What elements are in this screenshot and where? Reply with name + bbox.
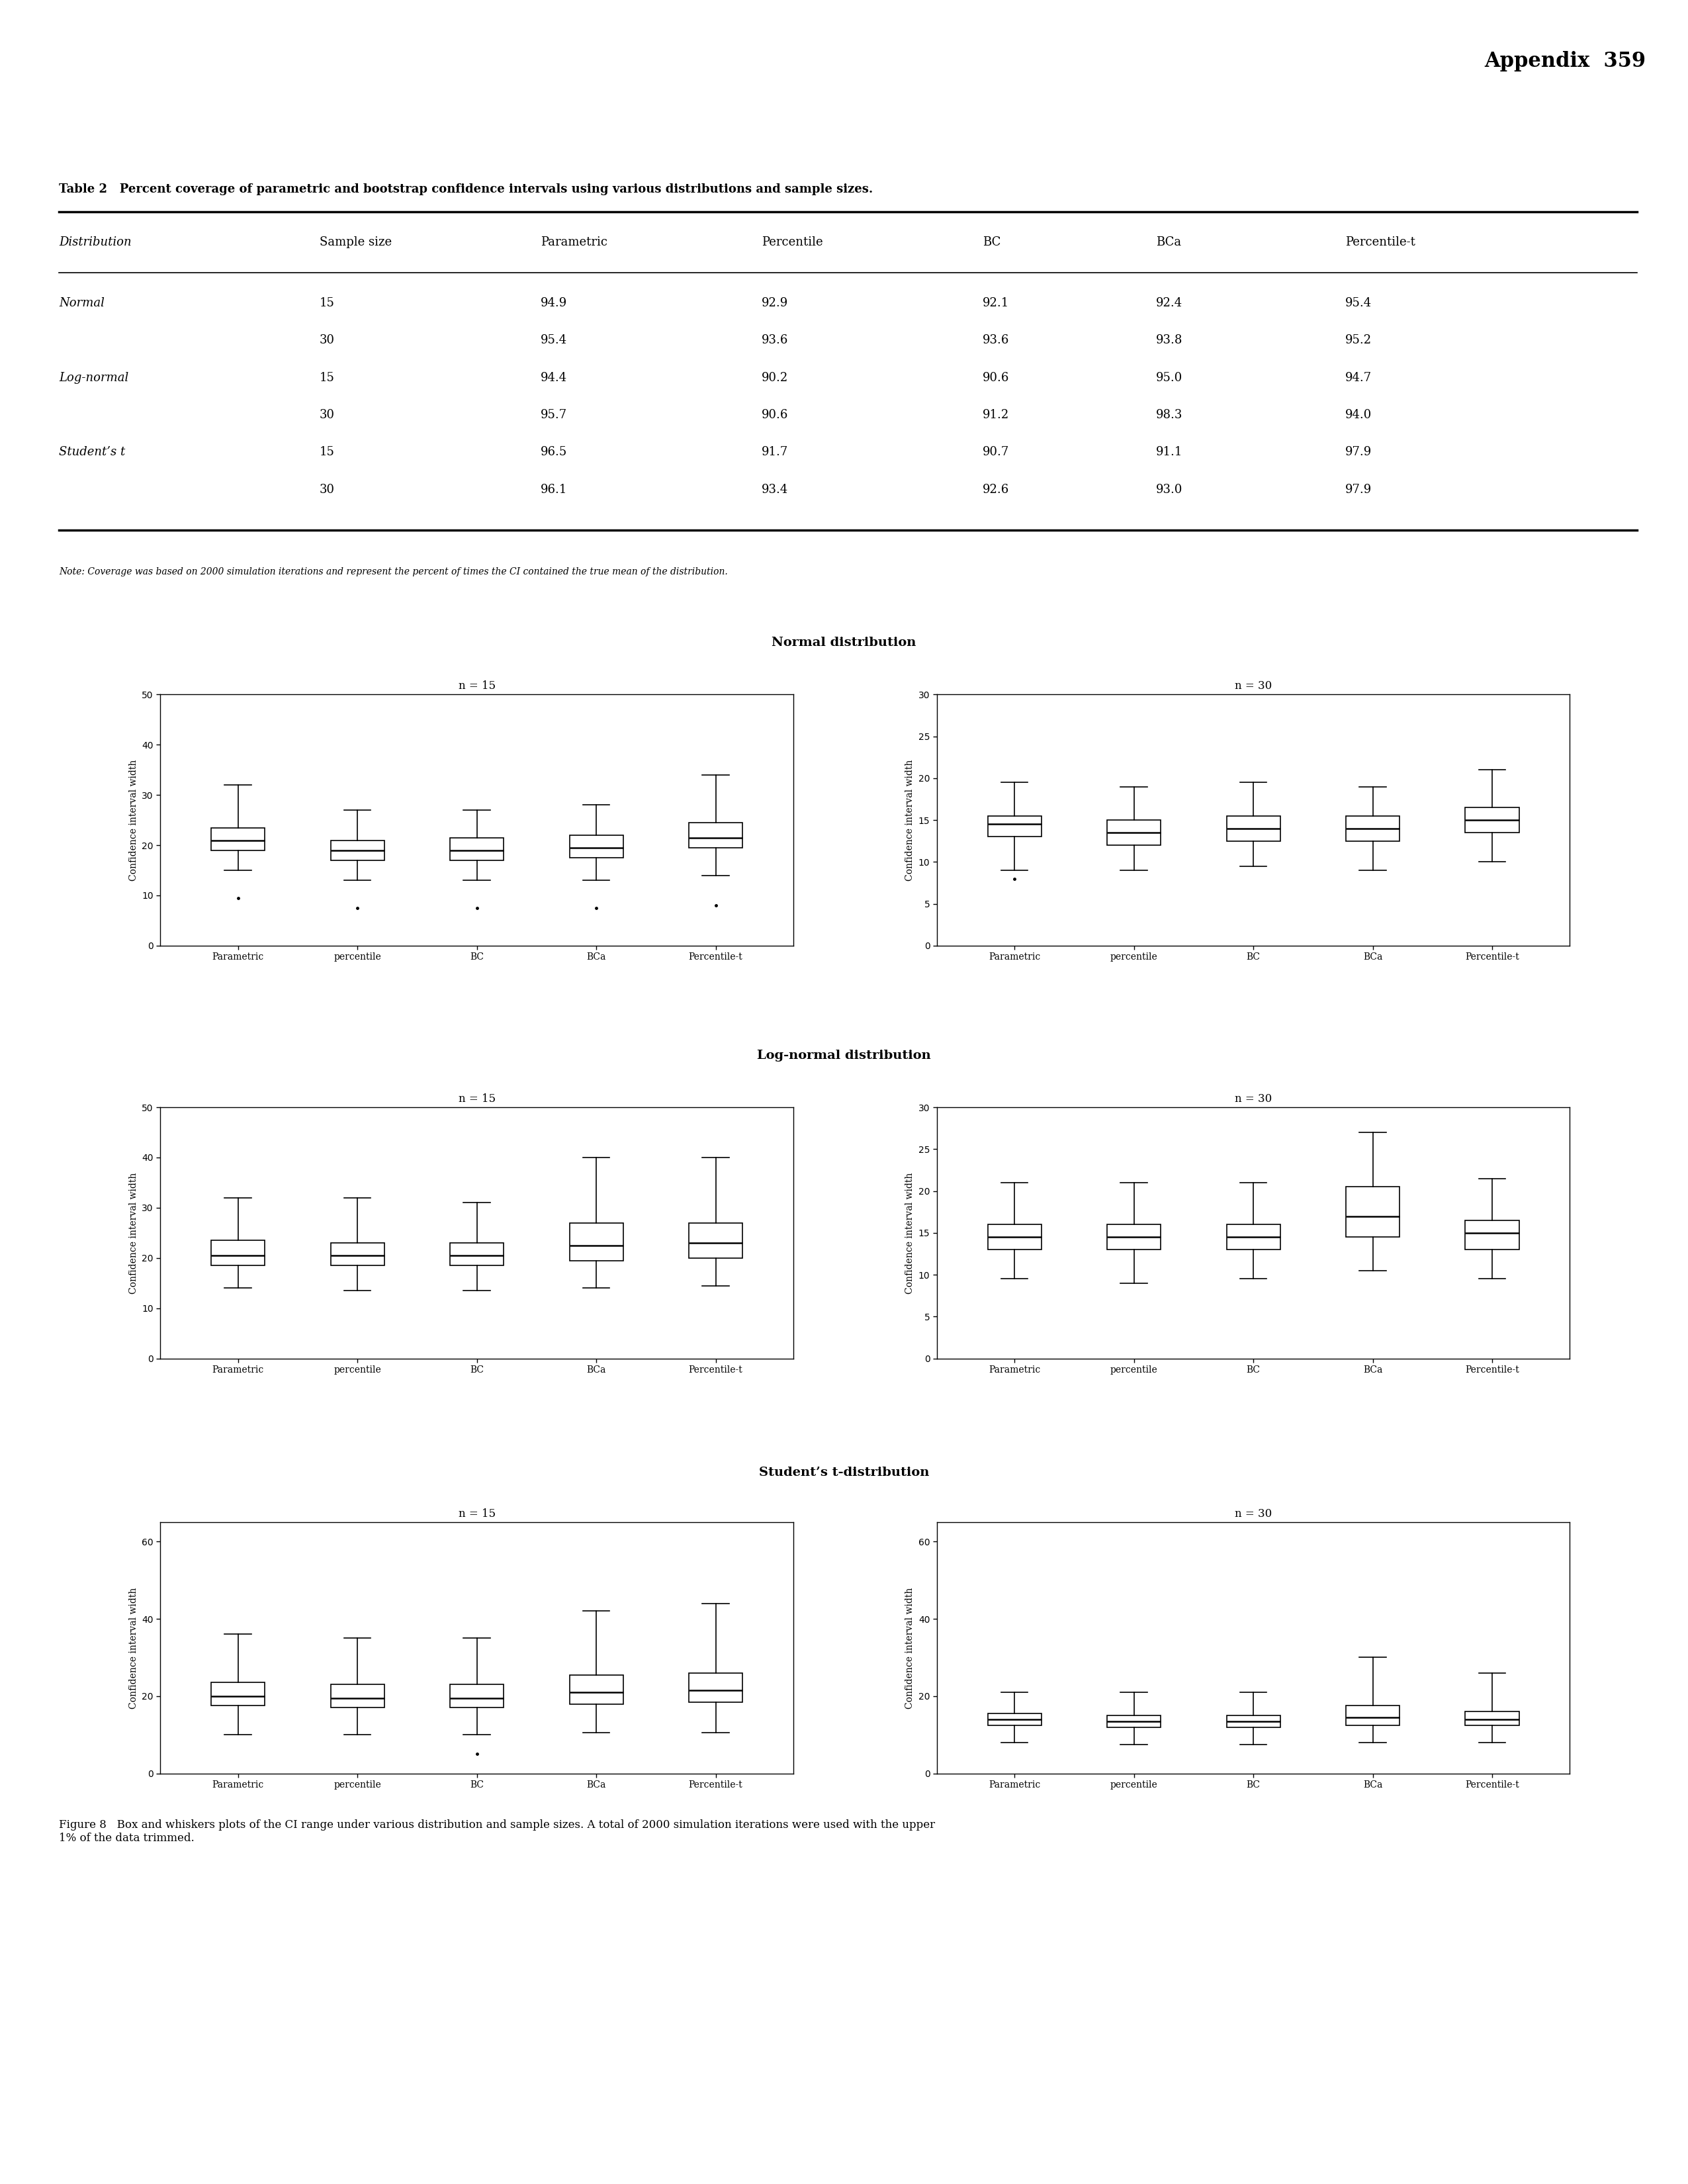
Text: 92.1: 92.1: [982, 297, 1009, 310]
PathPatch shape: [689, 823, 743, 847]
PathPatch shape: [331, 841, 385, 860]
Y-axis label: Confidence interval width: Confidence interval width: [128, 1173, 138, 1293]
Text: Log-normal distribution: Log-normal distribution: [758, 1051, 930, 1061]
PathPatch shape: [1345, 817, 1399, 841]
PathPatch shape: [1107, 1225, 1161, 1249]
PathPatch shape: [1227, 817, 1280, 841]
Text: 93.0: 93.0: [1156, 483, 1183, 496]
Text: Sample size: Sample size: [319, 236, 392, 249]
Text: 15: 15: [319, 297, 334, 310]
Y-axis label: Confidence interval width: Confidence interval width: [128, 1588, 138, 1708]
Text: 90.2: 90.2: [761, 371, 788, 384]
Text: 15: 15: [319, 446, 334, 459]
Text: Normal distribution: Normal distribution: [771, 638, 917, 649]
Text: Parametric: Parametric: [540, 236, 608, 249]
Text: 95.4: 95.4: [1345, 297, 1372, 310]
Text: 92.6: 92.6: [982, 483, 1009, 496]
PathPatch shape: [1227, 1225, 1280, 1249]
Text: Note: Coverage was based on 2000 simulation iterations and represent the percent: Note: Coverage was based on 2000 simulat…: [59, 568, 728, 577]
Y-axis label: Confidence interval width: Confidence interval width: [128, 760, 138, 880]
Text: 94.0: 94.0: [1345, 408, 1372, 422]
PathPatch shape: [1465, 1712, 1519, 1725]
PathPatch shape: [569, 834, 623, 858]
Text: Distribution: Distribution: [59, 236, 132, 249]
PathPatch shape: [569, 1675, 623, 1704]
Y-axis label: Confidence interval width: Confidence interval width: [905, 1588, 915, 1708]
Text: 97.9: 97.9: [1345, 446, 1372, 459]
PathPatch shape: [1107, 1714, 1161, 1728]
PathPatch shape: [451, 1243, 503, 1265]
PathPatch shape: [1345, 1186, 1399, 1236]
Text: 96.1: 96.1: [540, 483, 567, 496]
Text: Appendix  359: Appendix 359: [1484, 50, 1646, 72]
PathPatch shape: [1465, 808, 1519, 832]
PathPatch shape: [1465, 1221, 1519, 1249]
Text: 95.7: 95.7: [540, 408, 567, 422]
Text: 30: 30: [319, 334, 334, 347]
Text: Student’s t: Student’s t: [59, 446, 125, 459]
Text: 93.8: 93.8: [1156, 334, 1183, 347]
Title: n = 30: n = 30: [1234, 1094, 1273, 1105]
PathPatch shape: [211, 1682, 265, 1706]
Text: 90.6: 90.6: [982, 371, 1009, 384]
PathPatch shape: [331, 1684, 385, 1708]
Text: 98.3: 98.3: [1156, 408, 1183, 422]
Text: 91.7: 91.7: [761, 446, 788, 459]
PathPatch shape: [689, 1223, 743, 1258]
PathPatch shape: [451, 839, 503, 860]
Text: BC: BC: [982, 236, 1001, 249]
Text: 93.4: 93.4: [761, 483, 788, 496]
Text: 95.4: 95.4: [540, 334, 567, 347]
PathPatch shape: [211, 1241, 265, 1265]
PathPatch shape: [1227, 1714, 1280, 1728]
Text: 90.6: 90.6: [761, 408, 788, 422]
PathPatch shape: [211, 828, 265, 850]
Text: Student’s t-distribution: Student’s t-distribution: [760, 1468, 928, 1479]
PathPatch shape: [987, 1714, 1041, 1725]
PathPatch shape: [451, 1684, 503, 1708]
Text: 95.0: 95.0: [1156, 371, 1183, 384]
PathPatch shape: [689, 1673, 743, 1701]
Title: n = 15: n = 15: [457, 1509, 496, 1520]
Text: Log-normal: Log-normal: [59, 371, 128, 384]
Text: Percentile: Percentile: [761, 236, 822, 249]
Title: n = 15: n = 15: [457, 1094, 496, 1105]
Text: 93.6: 93.6: [982, 334, 1009, 347]
Text: 91.2: 91.2: [982, 408, 1009, 422]
Text: 92.9: 92.9: [761, 297, 788, 310]
PathPatch shape: [987, 1225, 1041, 1249]
Y-axis label: Confidence interval width: Confidence interval width: [905, 760, 915, 880]
PathPatch shape: [331, 1243, 385, 1265]
Text: 30: 30: [319, 483, 334, 496]
Text: 95.2: 95.2: [1345, 334, 1372, 347]
Title: n = 30: n = 30: [1234, 1509, 1273, 1520]
Text: 94.9: 94.9: [540, 297, 567, 310]
Text: BCa: BCa: [1156, 236, 1182, 249]
Text: 93.6: 93.6: [761, 334, 788, 347]
Text: 94.7: 94.7: [1345, 371, 1372, 384]
PathPatch shape: [569, 1223, 623, 1260]
Text: 30: 30: [319, 408, 334, 422]
PathPatch shape: [987, 817, 1041, 836]
Text: 97.9: 97.9: [1345, 483, 1372, 496]
Text: Normal: Normal: [59, 297, 105, 310]
Text: 90.7: 90.7: [982, 446, 1009, 459]
Title: n = 30: n = 30: [1234, 681, 1273, 692]
Text: 15: 15: [319, 371, 334, 384]
Text: Table 2   Percent coverage of parametric and bootstrap confidence intervals usin: Table 2 Percent coverage of parametric a…: [59, 183, 873, 194]
PathPatch shape: [1107, 821, 1161, 845]
PathPatch shape: [1345, 1706, 1399, 1725]
Title: n = 15: n = 15: [457, 681, 496, 692]
Text: 92.4: 92.4: [1156, 297, 1183, 310]
Y-axis label: Confidence interval width: Confidence interval width: [905, 1173, 915, 1293]
Text: 94.4: 94.4: [540, 371, 567, 384]
Text: Figure 8   Box and whiskers plots of the CI range under various distribution and: Figure 8 Box and whiskers plots of the C…: [59, 1819, 935, 1843]
Text: Percentile-t: Percentile-t: [1345, 236, 1416, 249]
Text: 96.5: 96.5: [540, 446, 567, 459]
Text: 91.1: 91.1: [1156, 446, 1183, 459]
